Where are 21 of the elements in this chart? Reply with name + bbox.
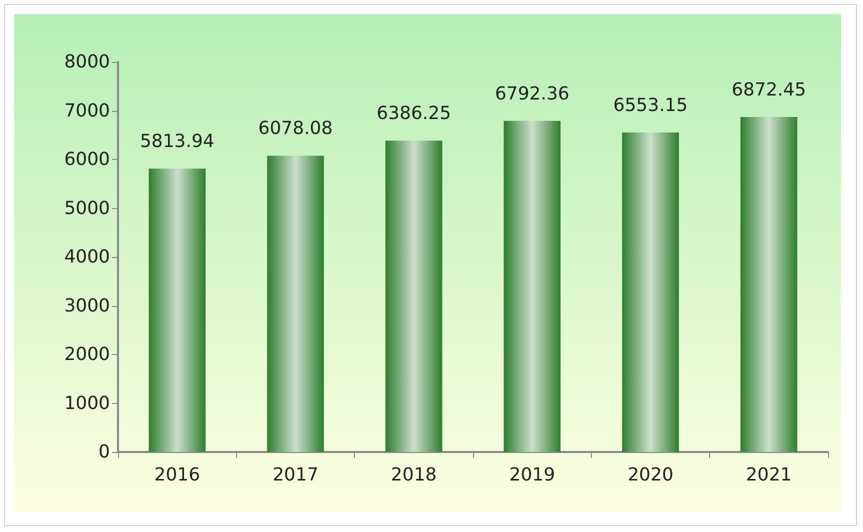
data-label: 6872.45 bbox=[732, 79, 806, 100]
data-label: 6078.08 bbox=[258, 118, 333, 140]
x-tick-label: 2018 bbox=[390, 464, 437, 486]
y-tick-label: 7000 bbox=[64, 100, 110, 122]
x-tick-label: 2016 bbox=[154, 464, 200, 486]
y-tick-label: 3000 bbox=[64, 295, 110, 316]
data-label: 5813.94 bbox=[140, 131, 214, 152]
data-label: 6792.36 bbox=[494, 83, 570, 104]
y-tick-label: 1000 bbox=[64, 392, 110, 414]
y-tick-label: 6000 bbox=[64, 149, 110, 170]
y-tick-label: 4000 bbox=[64, 246, 110, 268]
x-tick-label: 2021 bbox=[746, 464, 792, 486]
y-tick-label: 2000 bbox=[64, 344, 110, 365]
data-label: 6386.25 bbox=[376, 103, 452, 124]
data-label: 6553.15 bbox=[613, 95, 688, 116]
x-tick-label: 2019 bbox=[509, 464, 556, 486]
y-tick-label: 8000 bbox=[64, 52, 110, 72]
x-tick-label: 2017 bbox=[272, 464, 318, 486]
x-tick-label: 2020 bbox=[628, 464, 674, 486]
y-tick-label: 0 bbox=[98, 442, 110, 462]
y-tick-label: 5000 bbox=[64, 198, 110, 219]
